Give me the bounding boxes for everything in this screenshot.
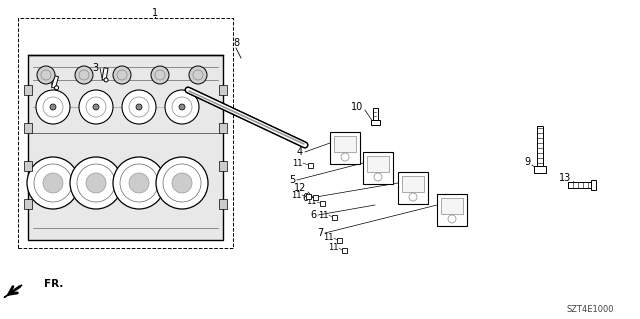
Bar [28, 55, 223, 240]
Text: 11: 11 [306, 197, 316, 206]
Circle shape [448, 215, 456, 223]
Bar [337, 238, 342, 242]
Text: 10: 10 [351, 102, 363, 112]
Text: 2: 2 [41, 72, 47, 82]
Circle shape [79, 90, 113, 124]
Text: 4: 4 [297, 147, 303, 157]
Polygon shape [102, 68, 108, 80]
Text: 6: 6 [310, 210, 316, 220]
Polygon shape [51, 76, 58, 88]
Text: 11: 11 [292, 159, 302, 167]
Circle shape [43, 173, 63, 193]
Bar [537, 126, 543, 166]
Bar [398, 172, 428, 204]
Bar [402, 176, 424, 192]
Bar [18, 18, 233, 248]
Text: 13: 13 [559, 173, 571, 183]
Bar [534, 166, 546, 173]
Bar [437, 194, 467, 226]
Circle shape [165, 90, 199, 124]
Circle shape [36, 90, 70, 124]
Bar [342, 248, 346, 253]
Circle shape [86, 173, 106, 193]
Circle shape [179, 104, 185, 110]
Circle shape [27, 157, 79, 209]
Text: SZT4E1000: SZT4E1000 [566, 306, 614, 315]
Bar [591, 180, 596, 190]
Circle shape [189, 66, 207, 84]
Circle shape [122, 90, 156, 124]
Circle shape [50, 104, 56, 110]
Text: 11: 11 [291, 190, 301, 199]
Circle shape [374, 173, 382, 181]
Circle shape [156, 157, 208, 209]
Text: 3: 3 [92, 63, 98, 73]
Text: 8: 8 [233, 38, 239, 48]
Bar [371, 120, 380, 125]
Circle shape [54, 86, 58, 90]
Circle shape [136, 104, 142, 110]
Bar [332, 214, 337, 219]
Bar [24, 85, 32, 95]
Circle shape [37, 66, 55, 84]
Bar [24, 123, 32, 133]
Text: 11: 11 [317, 211, 328, 219]
Circle shape [70, 157, 122, 209]
Circle shape [75, 66, 93, 84]
Bar [24, 161, 32, 171]
Text: 5: 5 [289, 175, 295, 185]
Bar [334, 136, 356, 152]
Text: 11: 11 [328, 243, 339, 253]
Text: 9: 9 [524, 157, 530, 167]
Bar [367, 156, 389, 172]
Polygon shape [4, 285, 22, 298]
Text: 11: 11 [323, 234, 333, 242]
Bar [305, 194, 310, 198]
Bar [568, 182, 593, 188]
Circle shape [113, 157, 165, 209]
Text: 1: 1 [152, 8, 158, 18]
Bar [373, 108, 378, 120]
Text: 7: 7 [317, 228, 323, 238]
Text: FR.: FR. [44, 279, 63, 289]
Bar [319, 201, 324, 205]
Circle shape [113, 66, 131, 84]
Circle shape [104, 78, 108, 82]
Text: 12: 12 [294, 183, 306, 193]
Circle shape [172, 173, 192, 193]
Circle shape [341, 153, 349, 161]
Bar [219, 161, 227, 171]
Bar [219, 199, 227, 209]
Bar [219, 85, 227, 95]
Circle shape [129, 173, 149, 193]
Text: 6: 6 [302, 193, 308, 203]
Circle shape [409, 193, 417, 201]
Circle shape [93, 104, 99, 110]
Bar [363, 152, 393, 184]
Bar [307, 162, 312, 167]
Bar [24, 199, 32, 209]
Circle shape [151, 66, 169, 84]
Bar [219, 123, 227, 133]
Bar [330, 132, 360, 164]
Bar [441, 198, 463, 214]
Bar [312, 195, 317, 199]
